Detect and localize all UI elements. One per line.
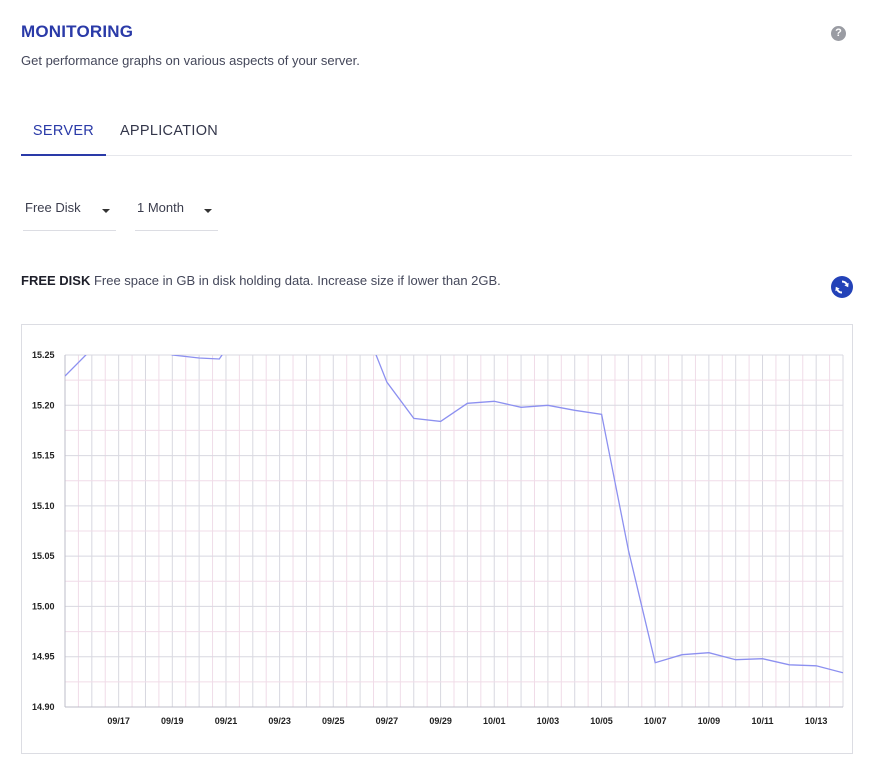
x-tick-label: 10/09	[698, 716, 721, 726]
tab-application[interactable]: APPLICATION	[119, 123, 219, 139]
x-tick-label: 09/21	[215, 716, 238, 726]
period-select-value: 1 Month	[137, 200, 184, 215]
chevron-down-icon	[102, 209, 110, 213]
period-select[interactable]: 1 Month	[135, 192, 218, 231]
question-circle-icon[interactable]: ?	[831, 26, 846, 41]
x-tick-label: 10/03	[537, 716, 560, 726]
page-subtitle: Get performance graphs on various aspect…	[21, 53, 360, 68]
tab-server[interactable]: SERVER	[21, 112, 106, 156]
metric-select-value: Free Disk	[25, 200, 81, 215]
y-tick-label: 15.25	[32, 350, 55, 360]
chart-container: 15.25 15.20 15.15 15.10 15.05 15.00 14.95 14.90…	[21, 324, 853, 754]
y-tick-label: 14.90	[32, 702, 55, 712]
metric-description: FREE DISK Free space in GB in disk holdi…	[21, 273, 501, 288]
page-title: MONITORING	[21, 22, 134, 41]
x-tick-label: 09/25	[322, 716, 345, 726]
x-tick-label: 09/17	[107, 716, 130, 726]
x-tick-label: 10/01	[483, 716, 506, 726]
x-tick-label: 09/23	[268, 716, 291, 726]
x-tick-label: 09/29	[429, 716, 452, 726]
x-tick-label: 09/27	[376, 716, 399, 726]
free-disk-chart: 15.25 15.20 15.15 15.10 15.05 15.00 14.95 14.90…	[32, 350, 844, 726]
tab-bar: SERVER APPLICATION	[21, 112, 852, 156]
y-tick-label: 15.05	[32, 551, 55, 561]
metric-description-text: Free space in GB in disk holding data. I…	[93, 273, 501, 288]
y-tick-label: 14.95	[32, 652, 55, 662]
refresh-icon[interactable]	[831, 276, 853, 298]
metric-name: FREE DISK	[21, 273, 91, 288]
chevron-down-icon	[204, 209, 212, 213]
x-tick-label: 09/19	[161, 716, 184, 726]
y-tick-label: 15.15	[32, 451, 55, 461]
series-line	[65, 355, 843, 674]
y-tick-label: 15.10	[32, 501, 55, 511]
x-tick-label: 10/07	[644, 716, 667, 726]
x-tick-label: 10/11	[752, 716, 774, 726]
y-tick-label: 15.20	[32, 400, 55, 410]
x-tick-label: 10/05	[590, 716, 613, 726]
y-tick-label: 15.00	[32, 601, 55, 611]
x-tick-label: 10/13	[805, 716, 828, 726]
metric-select[interactable]: Free Disk	[23, 192, 116, 231]
